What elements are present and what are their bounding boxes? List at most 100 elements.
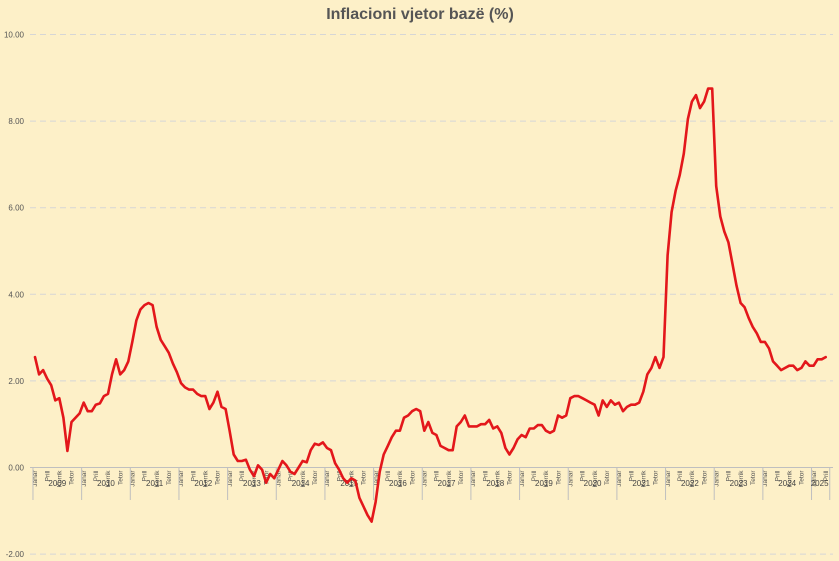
data-point (269, 473, 271, 475)
year-label: 2018 (486, 479, 504, 488)
data-point (435, 434, 437, 436)
month-tick-label: Korrik (543, 470, 550, 488)
data-point (180, 382, 182, 384)
data-point (500, 432, 502, 434)
year-label: 2012 (194, 479, 212, 488)
data-point (825, 356, 827, 358)
data-point (784, 367, 786, 369)
data-point (602, 399, 604, 401)
month-tick-label: Korrik (592, 470, 599, 488)
data-point (91, 410, 93, 412)
data-point (318, 444, 320, 446)
month-tick-label: Tetor (215, 470, 222, 485)
month-tick-label: Janar (713, 470, 720, 487)
data-point (549, 432, 551, 434)
month-tick-label: Korrik (154, 470, 161, 488)
year-label: 2016 (389, 479, 407, 488)
data-point (419, 410, 421, 412)
inflation-series-line (33, 87, 828, 523)
data-point (683, 152, 685, 154)
month-tick-label: Prill (142, 470, 149, 481)
data-point (237, 460, 239, 462)
data-point (480, 423, 482, 425)
data-point (423, 429, 425, 431)
data-point (573, 395, 575, 397)
year-label: 2020 (584, 479, 602, 488)
data-point (289, 471, 291, 473)
month-tick-label: Janar (178, 470, 185, 487)
data-point (378, 471, 380, 473)
data-point (305, 461, 307, 463)
data-point (468, 425, 470, 427)
month-tick-label: Tetor (263, 470, 270, 485)
data-point (670, 211, 672, 213)
data-point (508, 453, 510, 455)
data-point (472, 425, 474, 427)
data-point (597, 414, 599, 416)
data-point (58, 397, 60, 399)
data-point (723, 230, 725, 232)
data-point (764, 341, 766, 343)
month-tick-label: Janar (470, 470, 477, 487)
data-point (460, 421, 462, 423)
data-point (581, 397, 583, 399)
data-point (541, 424, 543, 426)
data-point (374, 501, 376, 503)
month-tick-label: Tetor (458, 470, 465, 485)
month-tick-label: Korrik (251, 470, 258, 488)
data-point (780, 369, 782, 371)
data-point (228, 429, 230, 431)
y-tick-label: 8.00 (8, 117, 24, 126)
data-point (585, 399, 587, 401)
grid-layer: -2.00 0.00 2.00 4.00 6.00 8.00 10.00 (4, 31, 833, 559)
data-point (456, 425, 458, 427)
data-point (606, 406, 608, 408)
data-point (804, 360, 806, 362)
month-tick-label: Prill (823, 470, 830, 481)
year-label: 2013 (243, 479, 261, 488)
data-point (504, 447, 506, 449)
data-point (164, 345, 166, 347)
data-point (622, 410, 624, 412)
data-point (715, 185, 717, 187)
data-point (488, 419, 490, 421)
data-point (796, 369, 798, 371)
data-point (74, 417, 76, 419)
data-point (756, 332, 758, 334)
data-point (370, 520, 372, 522)
data-point (752, 326, 754, 328)
data-point (310, 449, 312, 451)
data-point (464, 414, 466, 416)
data-point (245, 459, 247, 461)
month-tick-label: Korrik (494, 470, 501, 488)
month-tick-label: Korrik (203, 470, 210, 488)
data-point (792, 365, 794, 367)
data-point (492, 427, 494, 429)
data-point (679, 174, 681, 176)
month-tick-label: Janar (227, 470, 234, 487)
month-tick-label: Korrik (300, 470, 307, 488)
month-tick-label: Prill (44, 470, 51, 481)
data-point (618, 401, 620, 403)
data-point (95, 404, 97, 406)
data-point (151, 304, 153, 306)
data-point (46, 378, 48, 380)
data-point (642, 391, 644, 393)
data-point (658, 367, 660, 369)
month-tick-label: Janar (276, 470, 283, 487)
data-point (184, 386, 186, 388)
data-point (139, 308, 141, 310)
series-layer (33, 87, 828, 523)
month-tick-label: Janar (519, 470, 526, 487)
year-label: 2019 (535, 479, 553, 488)
data-point (812, 365, 814, 367)
data-point (257, 464, 259, 466)
data-point (662, 356, 664, 358)
y-tick-label: 2.00 (8, 377, 24, 386)
data-point (261, 468, 263, 470)
year-label: 2024 (778, 479, 796, 488)
data-point (82, 401, 84, 403)
year-label: 2011 (146, 479, 164, 488)
data-point (204, 395, 206, 397)
